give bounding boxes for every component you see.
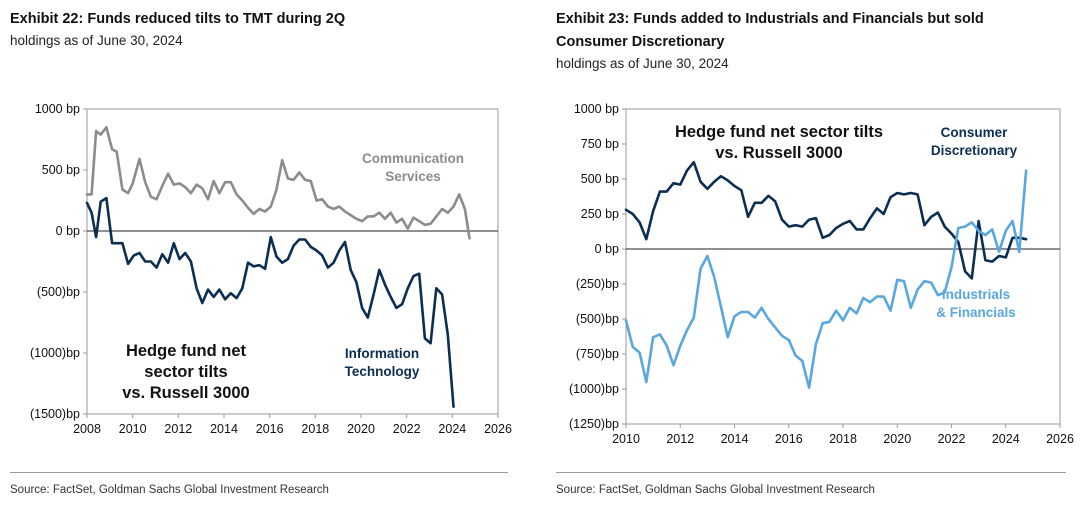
plot-frame: [86, 108, 499, 415]
y-tick-label: 750 bp: [581, 137, 619, 151]
x-tick-label: 2018: [829, 432, 857, 446]
y-tick-label: (500)bp: [576, 312, 619, 326]
y-tick-label: (1000)bp: [30, 346, 80, 360]
y-tick-label: 1000 bp: [574, 102, 619, 116]
series-label: & Financials: [936, 305, 1016, 320]
y-tick-label: 250 bp: [581, 207, 619, 221]
x-tick-label: 2020: [347, 422, 375, 436]
x-tick-label: 2018: [301, 422, 329, 436]
series-line: [624, 169, 1028, 389]
right-source-divider: [556, 472, 1066, 473]
x-tick-label: 2026: [1046, 432, 1074, 446]
y-tick-label: (1000)bp: [569, 382, 619, 396]
chart-annotation: Hedge fund net sector tilts: [675, 123, 883, 141]
y-tick-label: 500 bp: [42, 163, 80, 177]
left-chart-title: Exhibit 22: Funds reduced tilts to TMT d…: [10, 11, 346, 27]
x-tick-label: 2016: [775, 432, 803, 446]
chart-annotation: sector tilts: [144, 363, 227, 381]
right-chart: 1000 bp 750 bp 500 bp 250 bp 0 bp (250)bp (500…: [569, 102, 1074, 446]
series-label: Technology: [345, 364, 420, 379]
series-label: Information: [345, 346, 419, 361]
left-source-note: Source: FactSet, Goldman Sachs Global In…: [10, 484, 329, 496]
y-tick-label: 1000 bp: [35, 102, 80, 116]
x-tick-label: 2022: [938, 432, 966, 446]
x-tick-label: 2024: [438, 422, 466, 436]
x-tick-label: 2026: [484, 422, 512, 436]
y-tick-label: (250)bp: [576, 277, 619, 291]
x-tick-label: 2008: [73, 422, 101, 436]
x-tick-label: 2010: [119, 422, 147, 436]
left-source-divider: [10, 472, 508, 473]
left-chart: 1000 bp 500 bp 0 bp (500)bp (1000)bp (1500)bp…: [30, 102, 512, 436]
y-tick-label: 500 bp: [581, 172, 619, 186]
y-tick-label: (1500)bp: [30, 407, 80, 421]
x-tick-label: 2012: [164, 422, 192, 436]
chart-annotation: Hedge fund net: [126, 342, 247, 360]
series-label: Consumer: [941, 125, 1009, 140]
chart-annotation: vs. Russell 3000: [715, 144, 843, 162]
x-tick-label: 2012: [666, 432, 694, 446]
right-chart-title-line1: Exhibit 23: Funds added to Industrials a…: [556, 11, 984, 27]
series-line: [85, 126, 471, 240]
series-line: [624, 160, 1028, 280]
x-tick-label: 2022: [393, 422, 421, 436]
series-label: Discretionary: [931, 143, 1018, 158]
x-tick-label: 2020: [883, 432, 911, 446]
chart-annotation: vs. Russell 3000: [122, 384, 250, 402]
x-tick-label: 2014: [210, 422, 238, 436]
x-tick-label: 2014: [721, 432, 749, 446]
x-tick-label: 2024: [992, 432, 1020, 446]
y-tick-label: (750)bp: [576, 347, 619, 361]
y-tick-label: (1250)bp: [569, 417, 619, 431]
right-chart-title-line2: Consumer Discretionary: [556, 34, 725, 50]
x-tick-label: 2010: [612, 432, 640, 446]
right-source-note: Source: FactSet, Goldman Sachs Global In…: [556, 484, 875, 496]
right-chart-subtitle: holdings as of June 30, 2024: [556, 56, 729, 71]
y-tick-label: (500)bp: [37, 285, 80, 299]
series-line: [85, 196, 455, 408]
y-tick-label: 0 bp: [56, 224, 80, 238]
series-label: Industrials: [942, 287, 1010, 302]
series-label: Services: [385, 169, 441, 184]
y-tick-label: 0 bp: [595, 242, 619, 256]
series-label: Communication: [362, 151, 464, 166]
left-chart-subtitle: holdings as of June 30, 2024: [10, 33, 183, 48]
x-tick-label: 2016: [256, 422, 284, 436]
